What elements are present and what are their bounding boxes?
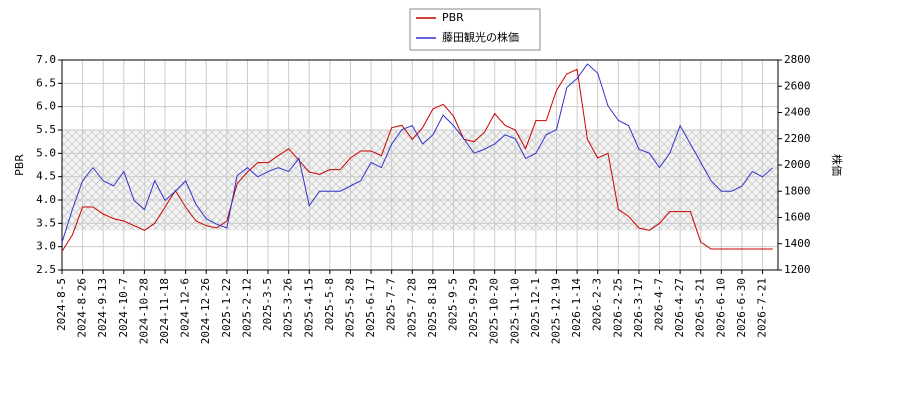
y2-axis-label: 株価 — [830, 154, 844, 176]
x-tick-label: 2024-12-6 — [179, 278, 192, 338]
y-tick-label: 7.0 — [36, 53, 56, 66]
legend-label: 藤田観光の株価 — [442, 30, 519, 44]
x-tick-label: 2024-9-13 — [96, 278, 109, 338]
y-tick-label: 6.0 — [36, 100, 56, 113]
y-tick-label: 4.5 — [36, 170, 56, 183]
x-tick-label: 2025-5-8 — [323, 278, 336, 331]
x-tick-label: 2025-12-1 — [529, 278, 542, 338]
y-tick-label: 3.0 — [36, 240, 56, 253]
y-tick-label: 5.0 — [36, 146, 56, 159]
x-tick-label: 2024-10-7 — [117, 278, 130, 338]
x-tick-label: 2025-12-19 — [550, 278, 563, 344]
x-tick-label: 2025-8-18 — [426, 278, 439, 338]
x-tick-label: 2024-12-26 — [199, 278, 212, 344]
x-tick-label: 2026-6-10 — [714, 278, 727, 338]
x-tick-label: 2026-3-17 — [632, 278, 645, 338]
legend — [409, 8, 541, 51]
y2-tick-label: 2600 — [784, 79, 811, 92]
y2-tick-label: 1800 — [784, 184, 811, 197]
x-tick-label: 2024-8-26 — [76, 278, 89, 338]
x-tick-label: 2024-11-18 — [158, 278, 171, 344]
x-tick-label: 2026-7-21 — [756, 278, 769, 338]
legend-label: PBR — [442, 11, 464, 24]
x-tick-label: 2025-3-26 — [282, 278, 295, 338]
x-tick-label: 2025-7-28 — [405, 278, 418, 338]
x-tick-label: 2026-2-25 — [611, 278, 624, 338]
x-tick-label: 2025-4-15 — [302, 278, 315, 338]
y-tick-label: 3.5 — [36, 216, 56, 229]
y2-tick-label: 1600 — [784, 211, 811, 224]
x-tick-label: 2025-11-10 — [508, 278, 521, 344]
y-tick-label: 4.0 — [36, 193, 56, 206]
x-tick-label: 2026-4-27 — [673, 278, 686, 338]
shaded-range-tint — [62, 130, 778, 231]
y-tick-label: 5.5 — [36, 123, 56, 136]
y2-tick-label: 2800 — [784, 53, 811, 66]
x-tick-label: 2024-8-5 — [55, 278, 68, 331]
x-tick-label: 2026-4-7 — [653, 278, 666, 331]
y-axis-label: PBR — [13, 154, 26, 176]
series-line — [61, 63, 774, 243]
y-tick-label: 2.5 — [36, 263, 56, 276]
x-tick-label: 2024-10-28 — [137, 278, 150, 344]
x-tick-label: 2026-6-30 — [735, 278, 748, 338]
y2-tick-label: 1400 — [784, 237, 811, 250]
x-tick-label: 2025-6-17 — [364, 278, 377, 338]
x-tick-label: 2026-5-21 — [694, 278, 707, 338]
x-tick-label: 2025-9-5 — [446, 278, 459, 331]
y2-tick-label: 2000 — [784, 158, 811, 171]
x-tick-label: 2025-5-28 — [343, 278, 356, 338]
y2-tick-label: 2200 — [784, 132, 811, 145]
x-tick-label: 2026-1-14 — [570, 278, 583, 338]
x-tick-label: 2025-2-12 — [240, 278, 253, 338]
shaded-range — [62, 130, 778, 231]
y-tick-label: 6.5 — [36, 76, 56, 89]
x-tick-label: 2025-1-22 — [220, 278, 233, 338]
y2-tick-label: 1200 — [784, 263, 811, 276]
x-tick-label: 2025-10-20 — [488, 278, 501, 344]
series-line — [61, 68, 773, 252]
x-tick-label: 2025-9-29 — [467, 278, 480, 338]
x-tick-label: 2025-7-7 — [385, 278, 398, 331]
x-tick-label: 2025-3-5 — [261, 278, 274, 331]
x-tick-label: 2026-2-3 — [591, 278, 604, 331]
y2-tick-label: 2400 — [784, 106, 811, 119]
